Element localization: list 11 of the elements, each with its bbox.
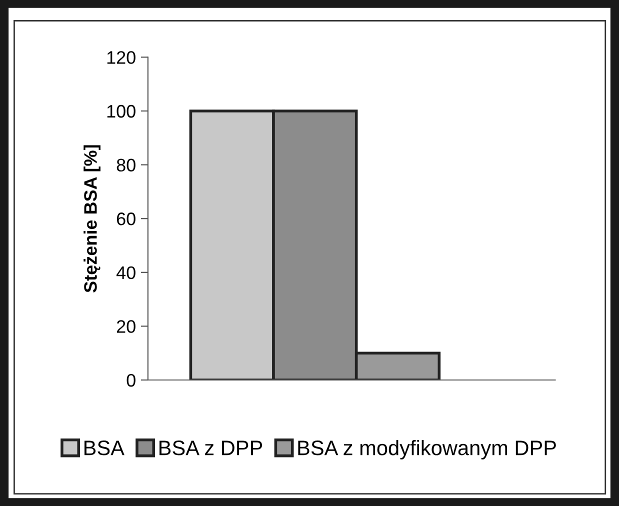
legend-label: BSA z modyfikowanym DPP [298,440,556,460]
y-tick-label: 80 [116,158,136,172]
y-tick-label: 60 [116,212,136,226]
y-tick-label: 120 [107,51,136,64]
legend-label: BSA [84,440,124,456]
legend-label: BSA z DPP [160,440,262,456]
y-tick-label: 20 [116,320,136,333]
y-tick-label: 100 [107,104,136,118]
y-tick-label: 0 [126,374,136,387]
y-tick-label: 40 [116,266,136,280]
y-axis-title: Stężenie BSA [%] [84,145,100,292]
